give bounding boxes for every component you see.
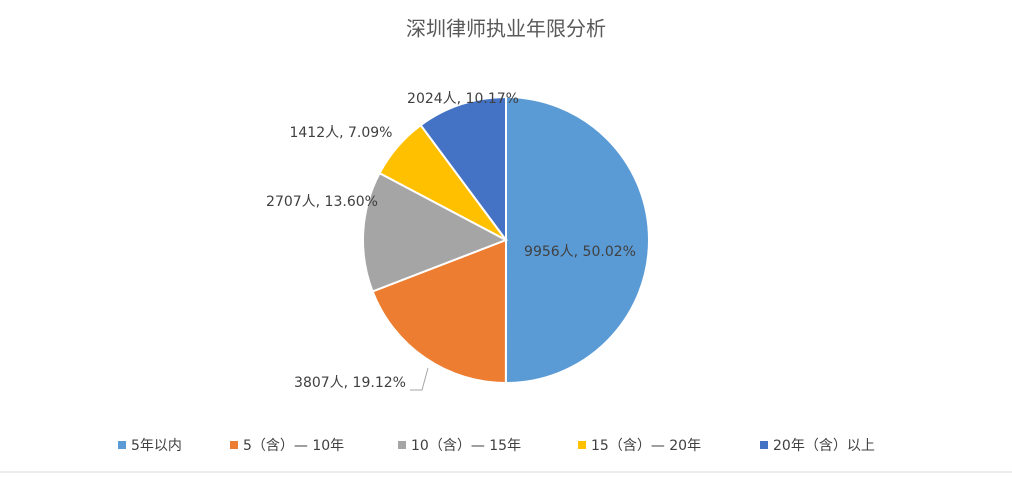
chart-title: 深圳律师执业年限分析 xyxy=(406,17,606,41)
leader-line xyxy=(410,367,429,391)
pie-slice xyxy=(504,95,650,385)
legend-marker xyxy=(760,441,768,449)
legend-marker xyxy=(578,441,586,449)
legend-label: 15（含）— 20年 xyxy=(591,438,701,454)
pie-slice xyxy=(362,171,509,293)
legend-marker xyxy=(398,441,406,449)
legend-label: 20年（含）以上 xyxy=(773,438,875,454)
data-label: 2707人, 13.60% xyxy=(266,194,378,210)
legend-marker xyxy=(118,441,126,449)
legend-label: 10（含）— 15年 xyxy=(411,438,521,454)
data-label: 2024人, 10.17% xyxy=(407,91,519,107)
data-label: 3807人, 19.12% xyxy=(294,375,406,391)
pie-slice xyxy=(371,238,508,385)
legend-label: 5年以内 xyxy=(131,438,182,454)
data-label: 1412人, 7.09% xyxy=(289,125,392,141)
pie-slice xyxy=(419,95,507,244)
legend-label: 5（含）— 10年 xyxy=(243,438,344,454)
legend-marker xyxy=(230,441,238,449)
data-label: 9956人, 50.02% xyxy=(524,244,636,260)
